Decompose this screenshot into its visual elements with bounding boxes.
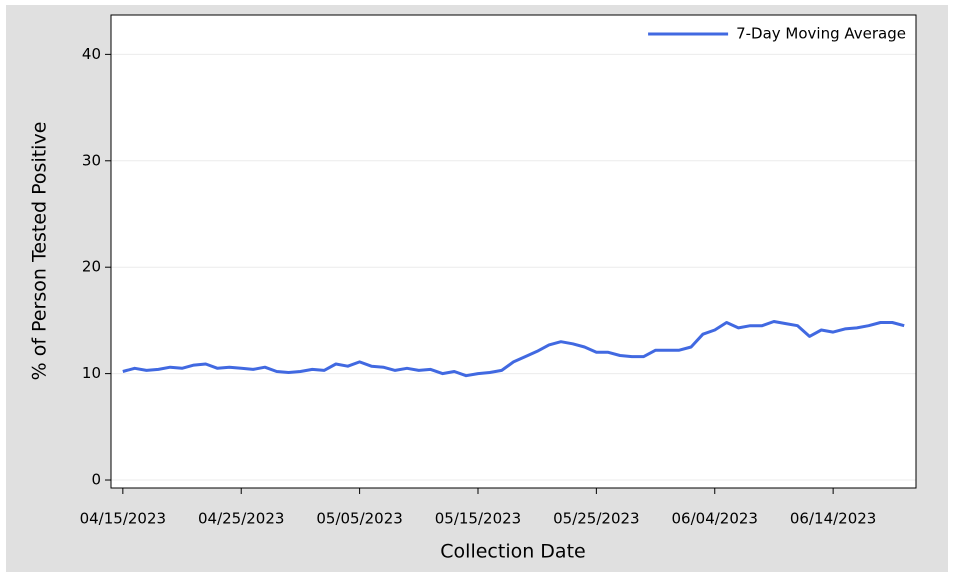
x-tick-label: 06/04/2023 [672,510,758,528]
plot-area [111,15,916,488]
plot-border [110,14,917,489]
y-tick-label: 0 [91,471,101,489]
x-axis-title: Collection Date [440,541,585,563]
x-tick-label: 06/14/2023 [790,510,876,528]
y-axis-title: % of Person Tested Positive [29,122,51,381]
y-tick-label: 40 [82,45,101,63]
x-tick-label: 04/15/2023 [80,510,166,528]
x-tick-label: 05/15/2023 [435,510,521,528]
y-tick-label: 10 [82,364,101,382]
y-tick-label: 30 [82,151,101,169]
x-tick-label: 04/25/2023 [198,510,284,528]
legend-label: 7-Day Moving Average [736,25,906,43]
y-tick-label: 20 [82,258,101,276]
x-tick-label: 05/25/2023 [553,510,639,528]
x-tick-label: 05/05/2023 [316,510,402,528]
data-line [122,320,905,378]
